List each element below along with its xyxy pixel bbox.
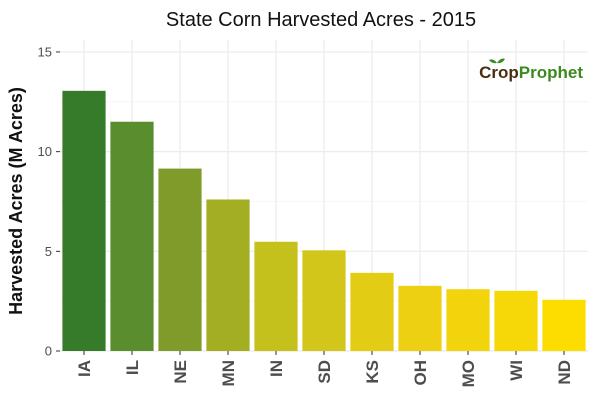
svg-text:CropProphet: CropProphet xyxy=(479,63,583,82)
logo-text-prophet: Prophet xyxy=(519,63,584,82)
x-tick-label: IA xyxy=(75,360,94,377)
x-tick-label: SD xyxy=(315,360,334,384)
bar-oh xyxy=(398,285,442,351)
sprout-icon xyxy=(489,58,505,64)
y-tick-label: 10 xyxy=(38,144,52,159)
y-axis-ticks: 0 5 10 15 xyxy=(38,44,60,359)
x-axis-ticks: IA IL NE MN IN SD KS OH MO WI ND xyxy=(75,351,574,387)
logo-text-crop: Crop xyxy=(479,63,519,82)
bar-wi xyxy=(494,290,538,351)
bar-ia xyxy=(62,90,106,351)
x-tick-label: WI xyxy=(507,360,526,381)
x-tick-label: MN xyxy=(219,360,238,386)
bars xyxy=(62,90,586,351)
y-tick-label: 15 xyxy=(38,44,52,59)
bar-mo xyxy=(446,289,490,351)
x-tick-label: IL xyxy=(123,360,142,375)
bar-ks xyxy=(350,272,394,351)
bar-il xyxy=(110,121,154,351)
bar-mn xyxy=(206,199,250,351)
bar-ne xyxy=(158,168,202,351)
bar-sd xyxy=(302,250,346,351)
x-tick-label: OH xyxy=(411,360,430,386)
y-tick-label: 5 xyxy=(45,244,52,259)
bar-in xyxy=(254,241,298,351)
chart-title: State Corn Harvested Acres - 2015 xyxy=(166,9,476,31)
x-tick-label: ND xyxy=(555,360,574,385)
x-tick-label: IN xyxy=(267,360,286,377)
cropprophet-logo: CropProphet xyxy=(479,58,583,82)
x-tick-label: KS xyxy=(363,360,382,384)
y-axis-label: Harvested Acres (M Acres) xyxy=(6,87,26,315)
bar-nd xyxy=(542,299,586,351)
x-tick-label: NE xyxy=(171,360,190,384)
y-tick-label: 0 xyxy=(45,344,52,359)
x-tick-label: MO xyxy=(459,360,478,387)
